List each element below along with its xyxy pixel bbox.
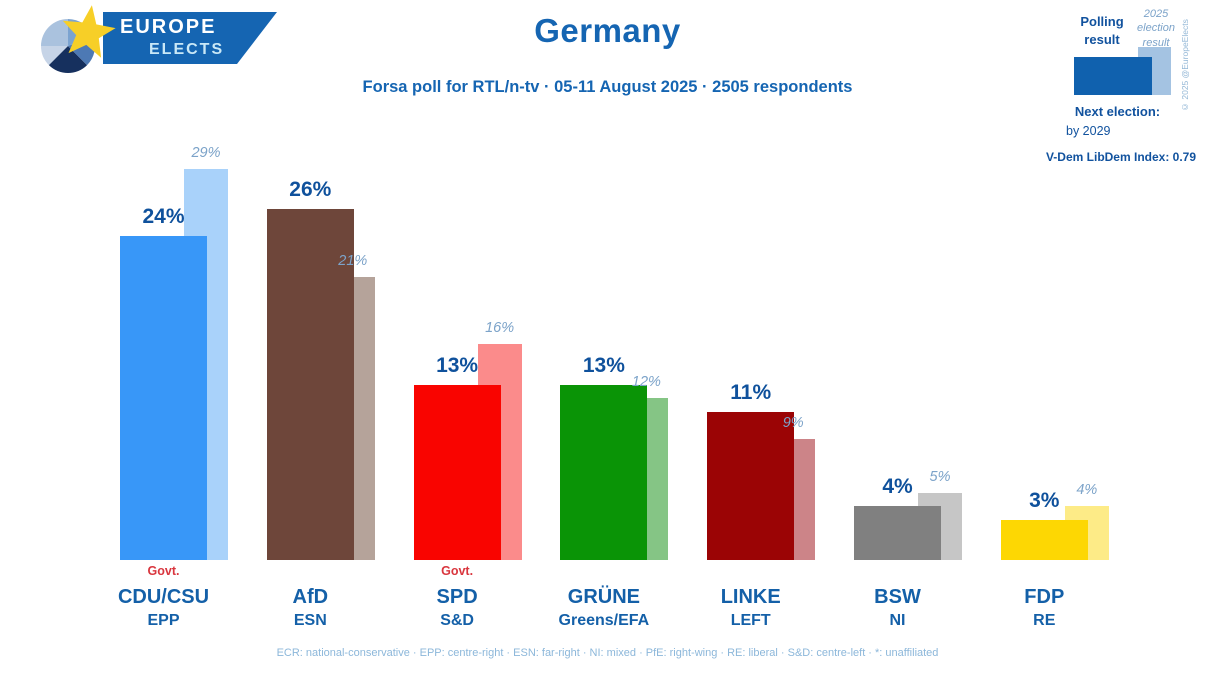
bar-group-5: 9% 11% LINKE LEFT bbox=[707, 0, 839, 700]
poll-value-label: 4% bbox=[882, 475, 913, 498]
poll-value-label: 11% bbox=[730, 380, 772, 404]
next-election-label: Next election: bbox=[1074, 104, 1161, 119]
poll-value-label: 13% bbox=[436, 353, 479, 377]
party-name-label: AfD bbox=[292, 586, 329, 608]
poll-bar bbox=[413, 384, 501, 560]
election-value-label: 12% bbox=[631, 374, 661, 390]
bar-group-3: 16% 13% Govt. SPD S&D bbox=[413, 0, 546, 700]
logo-banner bbox=[103, 12, 277, 64]
party-group-label: NI bbox=[889, 612, 906, 629]
page-title: Germany bbox=[534, 12, 681, 49]
election-value-label: 16% bbox=[485, 320, 515, 336]
poll-subtitle: Forsa poll for RTL/n-tv · 05-11 August 2… bbox=[362, 78, 853, 96]
logo-text-elects: ELECTS bbox=[149, 41, 225, 58]
poll-value-label: 13% bbox=[582, 353, 625, 377]
election-value-label: 4% bbox=[1076, 482, 1098, 498]
vdem-index-label: V-Dem LibDem Index: 0.79 bbox=[1045, 150, 1197, 164]
star-icon bbox=[62, 5, 116, 58]
govt-badge: Govt. bbox=[147, 564, 180, 578]
poll-bar bbox=[1000, 519, 1088, 560]
election-value-label: 29% bbox=[191, 144, 221, 161]
party-group-label: ESN bbox=[293, 612, 327, 629]
election-value-label: 21% bbox=[338, 252, 368, 269]
bar-group-4: 12% 13% GRÜNE Greens/EFA bbox=[559, 0, 692, 700]
group-abbreviation-legend: ECR: national-conservative · EPP: centre… bbox=[276, 647, 939, 659]
party-name-label: FDP bbox=[1024, 586, 1065, 608]
poll-bar bbox=[266, 209, 354, 560]
polling-result-legend-label: Polling result bbox=[1080, 14, 1124, 47]
bar-group-7: 4% 3% FDP RE bbox=[1000, 0, 1133, 700]
party-group-label: LEFT bbox=[730, 612, 771, 629]
next-election-value: by 2029 bbox=[1066, 124, 1111, 138]
bar-group-1: 29% 24% Govt. CDU/CSU EPP bbox=[118, 0, 252, 700]
poll-value-label: 26% bbox=[289, 178, 332, 201]
bar-group-2: 21% 26% AfD ESN bbox=[266, 0, 399, 700]
bar-group-6: 5% 4% BSW NI bbox=[854, 0, 986, 700]
party-group-label: S&D bbox=[440, 612, 474, 629]
poll-value-label: 3% bbox=[1029, 488, 1060, 512]
govt-badge: Govt. bbox=[441, 564, 474, 578]
polling-legend-swatch bbox=[1074, 57, 1152, 95]
election-result-legend-label: 2025 election result bbox=[1137, 8, 1175, 49]
poll-bar bbox=[854, 506, 941, 560]
party-group-label: Greens/EFA bbox=[558, 612, 650, 629]
poll-bar bbox=[120, 236, 207, 560]
logo-text-europe: EUROPE bbox=[120, 16, 217, 38]
party-group-label: EPP bbox=[147, 612, 180, 629]
logo-graphic bbox=[40, 5, 277, 74]
europe-elects-logo: EUROPE ELECTS bbox=[30, 4, 290, 76]
party-name-label: LINKE bbox=[720, 586, 781, 608]
poll-bar bbox=[560, 384, 648, 560]
party-name-label: GRÜNE bbox=[567, 586, 640, 608]
party-name-label: SPD bbox=[436, 586, 478, 608]
poll-value-label: 24% bbox=[142, 205, 185, 228]
party-name-label: CDU/CSU bbox=[117, 586, 210, 608]
election-value-label: 5% bbox=[929, 468, 951, 485]
party-name-label: BSW bbox=[874, 586, 921, 608]
election-value-label: 9% bbox=[782, 414, 804, 431]
party-group-label: RE bbox=[1033, 612, 1056, 629]
poll-bar bbox=[707, 411, 795, 560]
